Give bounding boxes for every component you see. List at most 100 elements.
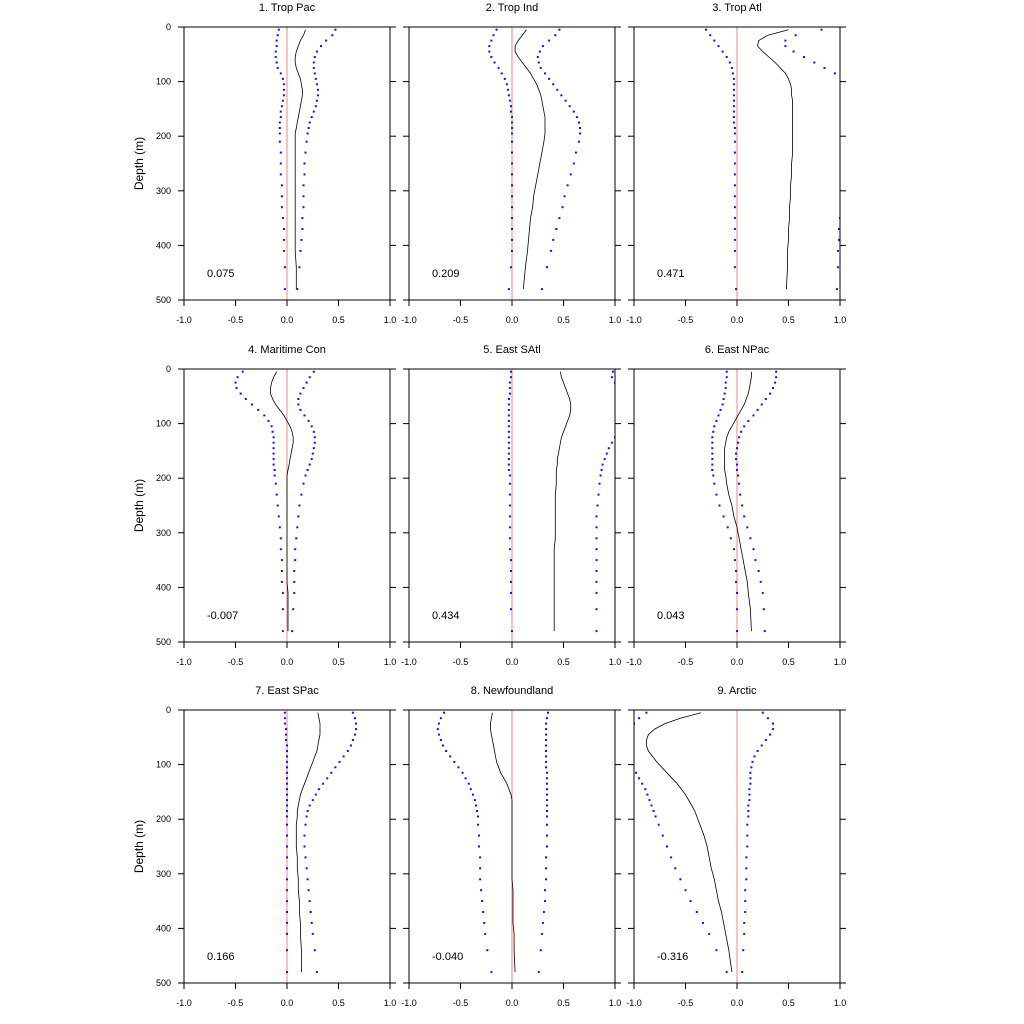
- lower-bound-point: [286, 889, 288, 892]
- lower-bound-point: [540, 932, 543, 935]
- upper-bound-point: [445, 750, 448, 752]
- lower-bound-point: [679, 878, 682, 881]
- upper-bound-point: [823, 66, 826, 69]
- x-tick-label: 0.0: [731, 657, 744, 667]
- upper-bound-point: [743, 921, 746, 924]
- lower-bound-point: [722, 398, 725, 400]
- mean-profile-line: [489, 712, 516, 973]
- upper-bound-point: [607, 447, 610, 450]
- lower-bound-point: [709, 34, 712, 37]
- upper-bound-point: [759, 580, 762, 583]
- data-layer: [705, 28, 857, 291]
- lower-bound-point: [511, 249, 513, 252]
- lower-bound-point: [251, 403, 253, 406]
- lower-bound-point: [545, 878, 547, 881]
- lower-bound-point: [711, 458, 714, 461]
- lower-bound-point: [279, 548, 282, 551]
- upper-bound-point: [304, 151, 307, 154]
- upper-bound-point: [847, 141, 849, 143]
- lower-bound-point: [507, 288, 510, 291]
- lower-bound-point: [272, 436, 275, 439]
- lower-bound-point: [733, 559, 736, 562]
- mean-profile-line: [757, 29, 793, 290]
- upper-bound-point: [849, 83, 851, 85]
- upper-bound-point: [737, 474, 739, 477]
- lower-bound-point: [507, 436, 510, 439]
- lower-bound-point: [286, 804, 288, 807]
- upper-bound-point: [760, 744, 763, 747]
- lower-bound-point: [507, 408, 510, 411]
- upper-bound-point: [836, 249, 839, 252]
- lower-bound-point: [492, 34, 495, 37]
- lower-bound-point: [730, 66, 733, 69]
- lower-bound-point: [507, 414, 510, 417]
- lower-bound-point: [733, 217, 736, 220]
- upper-bound-point: [297, 403, 300, 406]
- upper-bound-point: [738, 436, 741, 439]
- lower-bound-point: [280, 559, 283, 562]
- lower-bound-point: [283, 717, 286, 720]
- upper-bound-point: [546, 266, 548, 269]
- lower-bound-point: [511, 162, 513, 165]
- lower-bound-point: [621, 745, 623, 747]
- lower-bound-point: [684, 889, 687, 892]
- lower-bound-point: [286, 823, 288, 826]
- upper-bound-point: [302, 206, 305, 209]
- upper-bound-point: [478, 845, 480, 848]
- lower-bound-point: [510, 266, 512, 269]
- upper-bound-point: [314, 77, 317, 80]
- upper-bound-point: [599, 474, 602, 477]
- upper-bound-point: [855, 89, 857, 91]
- upper-bound-point: [310, 425, 313, 428]
- lower-bound-point: [627, 761, 629, 763]
- lower-bound-point: [280, 184, 283, 187]
- lower-bound-point: [545, 750, 547, 752]
- lower-bound-point: [695, 911, 698, 913]
- lower-bound-point: [644, 788, 647, 791]
- lower-bound-point: [725, 971, 728, 974]
- upper-bound-point: [774, 381, 777, 384]
- lower-bound-point: [546, 793, 548, 796]
- x-tick-label: -1.0: [401, 315, 417, 325]
- data-layer: [507, 370, 621, 633]
- upper-bound-point: [302, 387, 305, 390]
- upper-bound-point: [554, 34, 557, 37]
- x-tick-label: 1.0: [834, 657, 847, 667]
- lower-bound-point: [711, 469, 714, 471]
- lower-bound-point: [286, 744, 288, 747]
- lower-bound-point: [510, 370, 512, 373]
- upper-bound-point: [619, 387, 621, 389]
- upper-bound-point: [314, 793, 317, 796]
- upper-bound-point: [597, 493, 600, 496]
- upper-bound-point: [478, 834, 480, 837]
- panel-6: 6. East NPac -1.0 -0.5 0.0 0.5 1.0 0.043: [626, 344, 846, 667]
- lower-bound-point: [732, 121, 735, 124]
- upper-bound-point: [312, 430, 315, 433]
- lower-bound-point: [280, 206, 283, 209]
- upper-bound-point: [756, 750, 759, 752]
- y-axis-label: Depth (m): [132, 479, 146, 532]
- upper-bound-point: [610, 441, 613, 444]
- x-tick-label: -0.5: [228, 998, 244, 1008]
- y-tick-label: 0: [166, 705, 171, 715]
- lower-bound-point: [236, 376, 239, 379]
- y-tick-label: 400: [156, 240, 171, 250]
- upper-bound-point: [305, 140, 308, 143]
- lower-bound-point: [488, 50, 491, 53]
- lower-bound-point: [544, 889, 546, 892]
- lower-bound-point: [282, 94, 285, 97]
- lower-bound-point: [722, 515, 725, 518]
- lower-bound-point: [621, 750, 623, 752]
- lower-bound-point: [234, 381, 237, 384]
- lower-bound-point: [239, 392, 242, 395]
- upper-bound-point: [303, 834, 306, 837]
- lower-bound-point: [279, 116, 282, 119]
- lower-bound-point: [733, 132, 736, 135]
- lower-bound-point: [713, 482, 716, 485]
- upper-bound-point: [611, 370, 614, 373]
- lower-bound-point: [278, 132, 281, 135]
- data-layer: [274, 28, 337, 291]
- lower-bound-point: [547, 711, 549, 714]
- lower-bound-point: [546, 782, 548, 785]
- upper-bound-point: [296, 288, 299, 291]
